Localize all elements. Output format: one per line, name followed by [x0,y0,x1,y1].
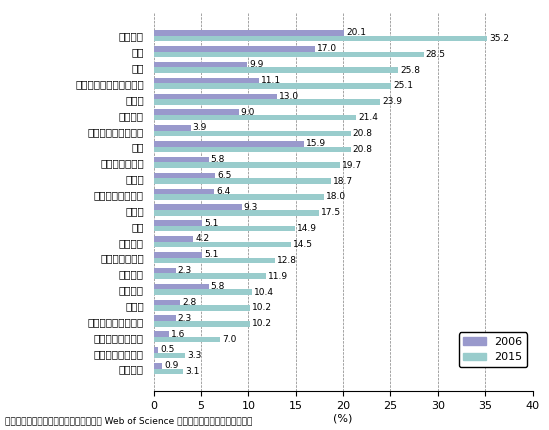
Text: 14.9: 14.9 [296,224,317,233]
Bar [154,353,185,358]
Bar [154,30,344,36]
Text: 25.1: 25.1 [393,81,413,90]
Text: 7.0: 7.0 [222,335,236,344]
Legend: 2006, 2015: 2006, 2015 [459,332,527,367]
Bar [154,300,180,305]
Text: 28.5: 28.5 [425,50,446,59]
Bar [154,331,169,337]
Text: 21.4: 21.4 [358,113,378,122]
Text: 4.2: 4.2 [195,234,210,243]
Bar [154,78,259,83]
Bar [154,163,340,168]
Text: 10.2: 10.2 [252,304,272,313]
Text: 20.8: 20.8 [352,145,373,154]
Bar [154,210,320,215]
Bar [154,226,295,231]
Text: 資料：クラリベイト・アナリティクス社 Web of Science のデータから経済産業省作成。: 資料：クラリベイト・アナリティクス社 Web of Science のデータから… [5,417,253,426]
Bar [154,220,202,226]
Text: 3.1: 3.1 [185,367,199,376]
Bar [154,258,275,263]
Text: 6.4: 6.4 [216,187,231,196]
Text: 9.3: 9.3 [244,203,258,212]
Bar [154,131,351,136]
Bar [154,337,220,342]
Text: 5.1: 5.1 [204,250,219,259]
Bar [154,99,380,104]
Text: 3.9: 3.9 [193,123,207,132]
Bar [154,93,277,99]
Text: 23.9: 23.9 [382,97,402,106]
Text: 20.1: 20.1 [346,28,366,37]
Bar [154,125,191,131]
Text: 19.7: 19.7 [342,161,362,170]
Text: 35.2: 35.2 [489,34,509,43]
Text: 0.9: 0.9 [164,361,178,370]
Text: 9.9: 9.9 [249,60,264,69]
Text: 5.8: 5.8 [211,282,225,291]
Text: 20.8: 20.8 [352,129,373,138]
Bar [154,242,291,247]
Bar [154,178,331,184]
Bar [154,252,202,258]
Bar [154,321,250,326]
Bar [154,273,266,279]
Bar [154,236,193,242]
Text: 11.1: 11.1 [261,76,281,85]
Text: 15.9: 15.9 [306,139,326,148]
Bar [154,347,159,353]
Text: 18.0: 18.0 [326,193,346,201]
Bar [154,147,351,152]
Text: 2.8: 2.8 [182,298,197,307]
Text: 5.1: 5.1 [204,218,219,227]
Bar [154,205,242,210]
Text: 9.0: 9.0 [241,108,255,117]
Bar [154,369,183,374]
Bar [154,268,176,273]
Bar [154,62,248,68]
Bar [154,115,356,120]
Bar [154,68,398,73]
Bar [154,83,391,89]
Bar [154,189,214,194]
Text: 13.0: 13.0 [279,92,299,101]
Text: 14.5: 14.5 [293,240,313,249]
Bar [154,194,324,200]
Text: 2.3: 2.3 [177,266,192,275]
Bar [154,109,239,115]
Text: 2.3: 2.3 [177,314,192,323]
Bar [154,316,176,321]
Text: 3.3: 3.3 [187,351,201,360]
Text: 0.5: 0.5 [160,345,175,354]
Text: 1.6: 1.6 [171,329,185,338]
Text: 11.9: 11.9 [268,272,288,281]
Text: 5.8: 5.8 [211,155,225,164]
Text: 10.4: 10.4 [254,288,274,297]
Bar [154,305,250,311]
Text: 18.7: 18.7 [333,177,353,186]
Bar [154,173,215,178]
Bar [154,46,315,52]
Bar [154,363,163,369]
Text: 17.0: 17.0 [317,44,337,53]
Bar [154,284,209,289]
Bar [154,157,209,163]
Bar [154,289,252,295]
Text: 6.5: 6.5 [217,171,232,180]
Text: 10.2: 10.2 [252,319,272,328]
Text: 25.8: 25.8 [400,66,420,75]
Bar [154,141,304,147]
Text: 12.8: 12.8 [277,256,297,265]
Bar [154,52,424,57]
Bar [154,36,487,41]
X-axis label: (%): (%) [333,414,353,424]
Text: 17.5: 17.5 [321,208,341,217]
